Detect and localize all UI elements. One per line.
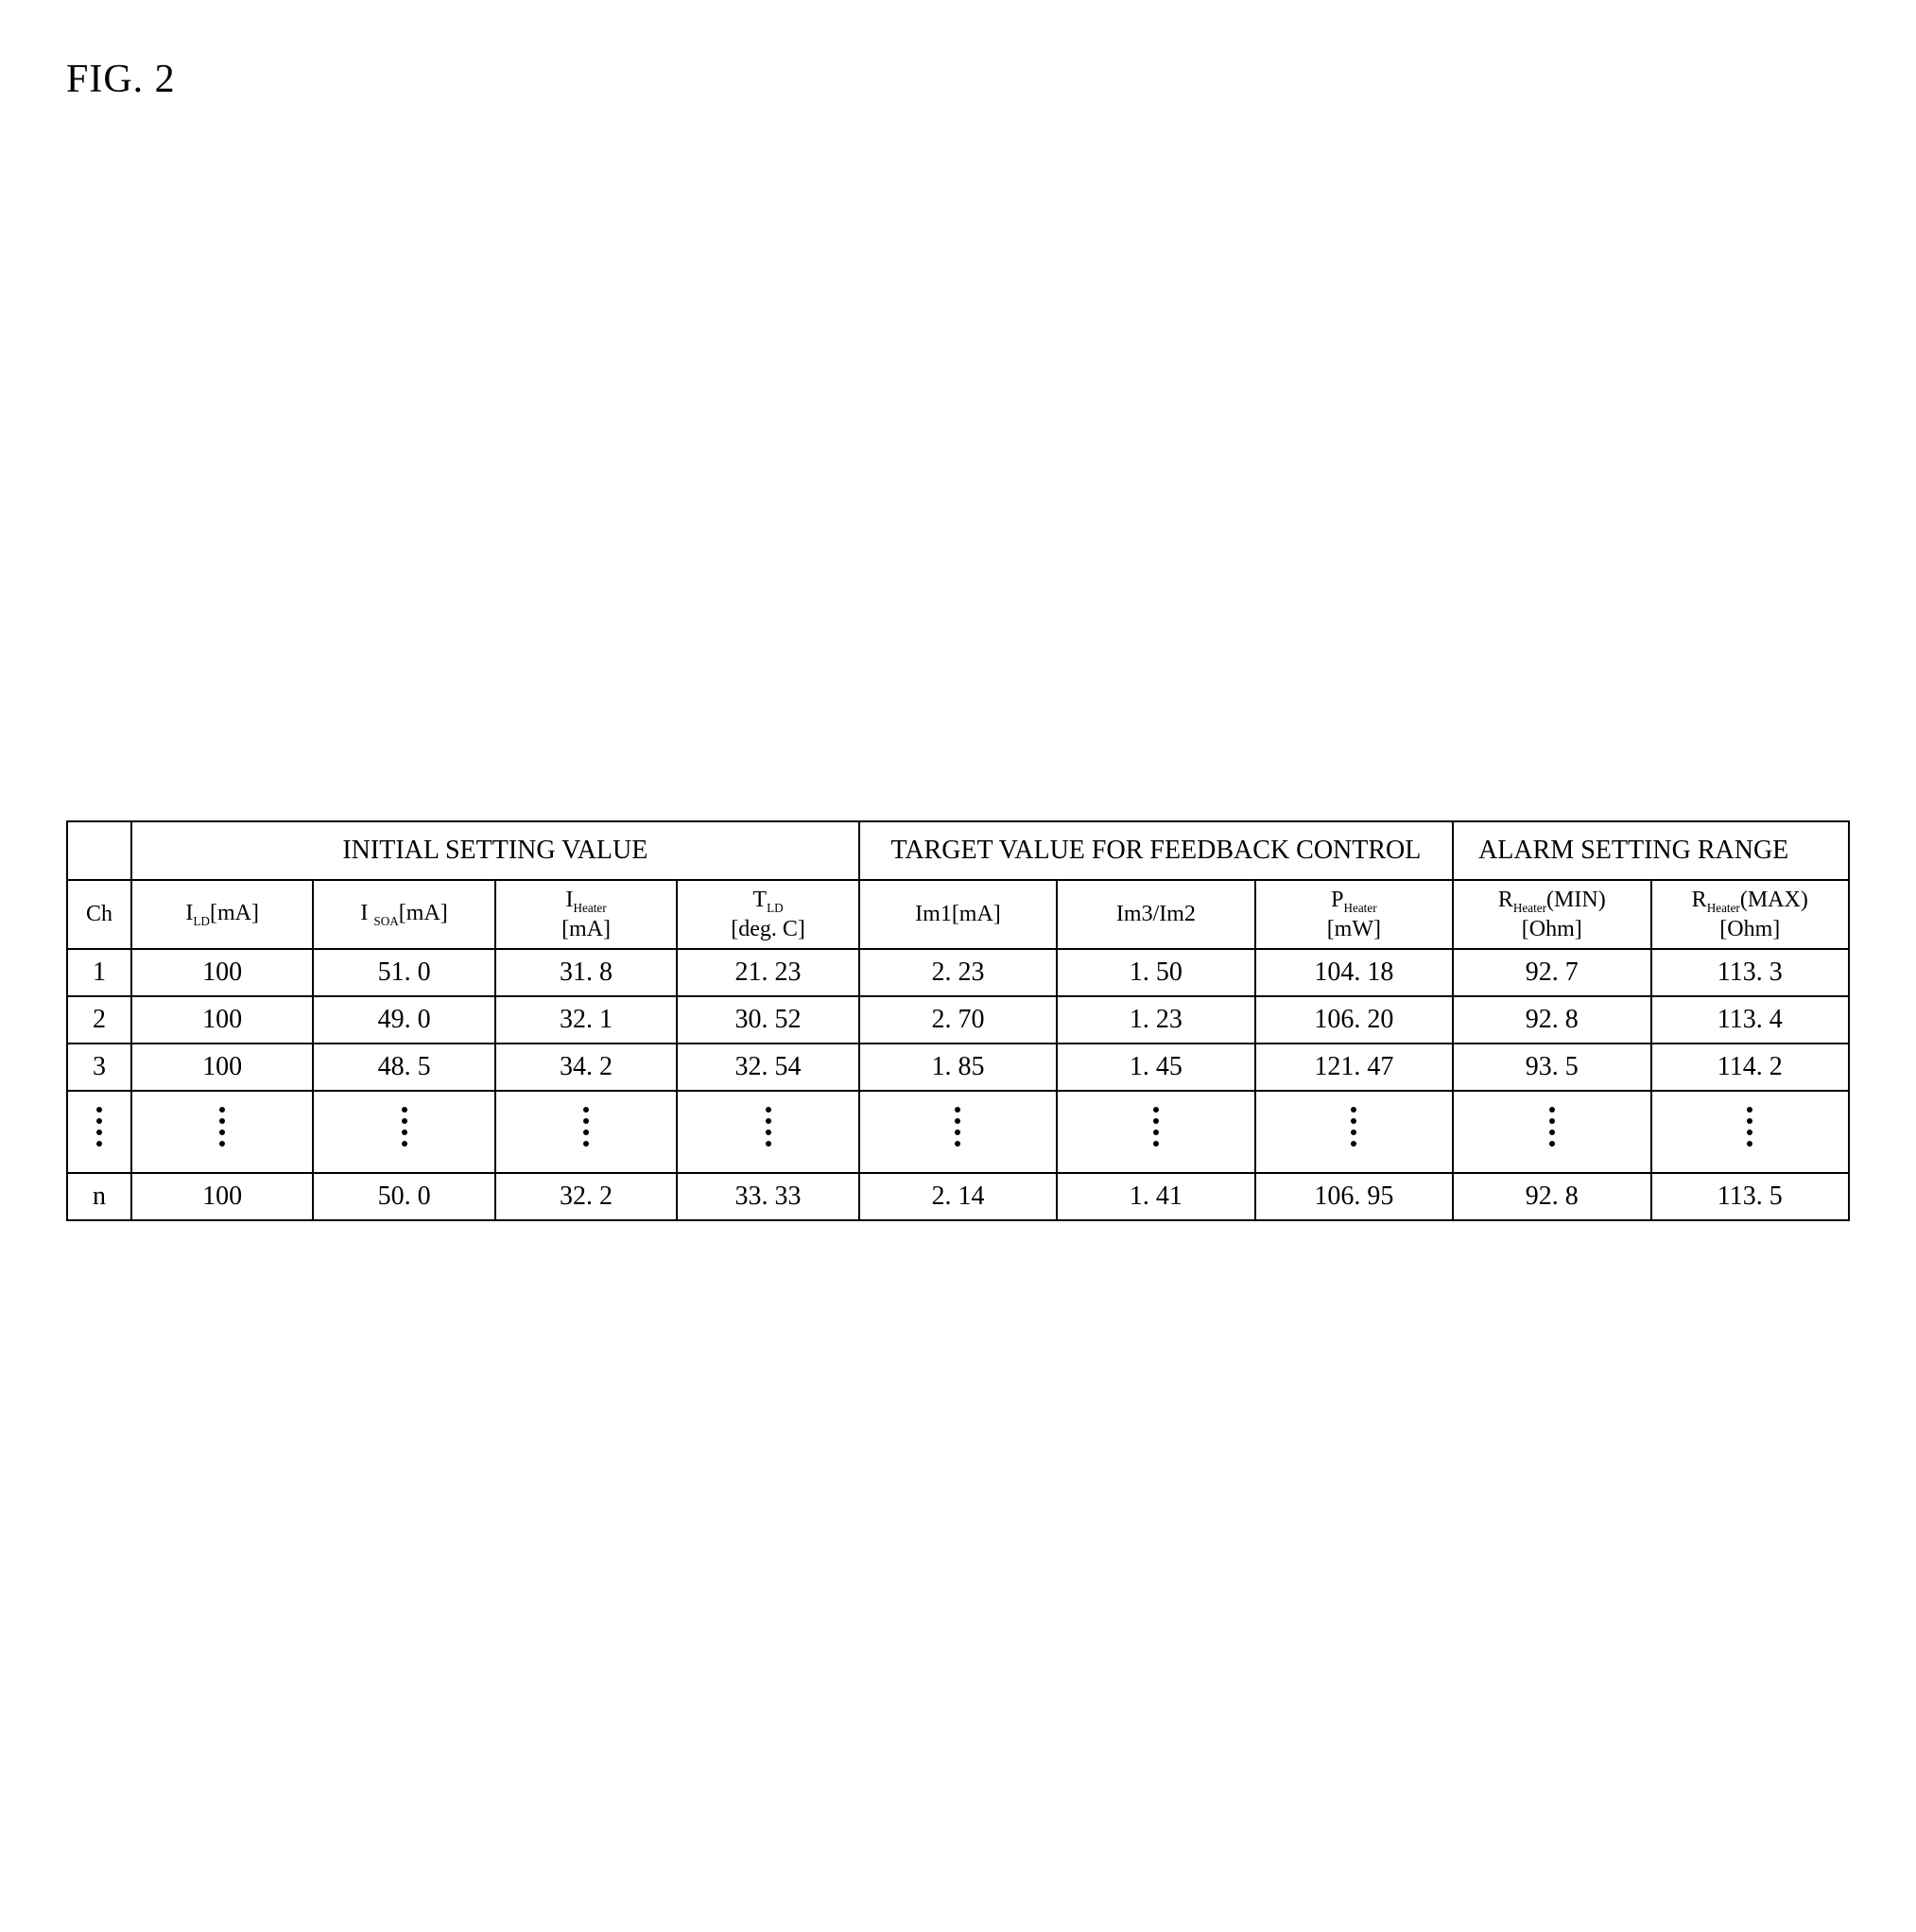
data-table: INITIAL SETTING VALUE TARGET VALUE FOR F… <box>66 820 1850 1221</box>
cell-tld: 32. 54 <box>677 1044 859 1091</box>
cell-isoa: 48. 5 <box>313 1044 494 1091</box>
col-im32: Im3/Im2 <box>1057 880 1254 949</box>
cell-iheater: 34. 2 <box>495 1044 677 1091</box>
cell-iheater: 32. 2 <box>495 1173 677 1220</box>
group-header-alarm: ALARM SETTING RANGE <box>1453 821 1849 880</box>
cell-rmax: 114. 2 <box>1651 1044 1850 1091</box>
cell-ild: 100 <box>131 996 313 1044</box>
cell-ch: 3 <box>67 1044 131 1091</box>
cell-isoa: 51. 0 <box>313 949 494 996</box>
cell-pheater: 106. 95 <box>1255 1173 1453 1220</box>
ellipsis-cell <box>495 1091 677 1173</box>
ellipsis-cell <box>1651 1091 1850 1173</box>
col-im1: Im1[mA] <box>859 880 1057 949</box>
cell-iheater: 32. 1 <box>495 996 677 1044</box>
cell-rmin: 92. 7 <box>1453 949 1650 996</box>
col-pheater: PHeater[mW] <box>1255 880 1453 949</box>
cell-im32: 1. 50 <box>1057 949 1254 996</box>
col-tld: TLD[deg. C] <box>677 880 859 949</box>
cell-isoa: 50. 0 <box>313 1173 494 1220</box>
cell-im32: 1. 45 <box>1057 1044 1254 1091</box>
col-ild: ILD[mA] <box>131 880 313 949</box>
cell-im1: 2. 23 <box>859 949 1057 996</box>
col-iheater: IHeater[mA] <box>495 880 677 949</box>
group-header-blank <box>67 821 131 880</box>
cell-pheater: 104. 18 <box>1255 949 1453 996</box>
ellipsis-cell <box>1453 1091 1650 1173</box>
figure-label: FIG. 2 <box>66 57 1850 102</box>
cell-im1: 2. 70 <box>859 996 1057 1044</box>
table-body: 1 100 51. 0 31. 8 21. 23 2. 23 1. 50 104… <box>67 949 1849 1220</box>
cell-tld: 30. 52 <box>677 996 859 1044</box>
table-row: 1 100 51. 0 31. 8 21. 23 2. 23 1. 50 104… <box>67 949 1849 996</box>
ellipsis-row <box>67 1091 1849 1173</box>
cell-isoa: 49. 0 <box>313 996 494 1044</box>
cell-pheater: 106. 20 <box>1255 996 1453 1044</box>
cell-ild: 100 <box>131 1044 313 1091</box>
cell-im1: 2. 14 <box>859 1173 1057 1220</box>
ellipsis-cell <box>67 1091 131 1173</box>
cell-ch: 1 <box>67 949 131 996</box>
group-header-initial: INITIAL SETTING VALUE <box>131 821 859 880</box>
cell-tld: 33. 33 <box>677 1173 859 1220</box>
cell-ch: 2 <box>67 996 131 1044</box>
cell-rmax: 113. 4 <box>1651 996 1850 1044</box>
cell-tld: 21. 23 <box>677 949 859 996</box>
ellipsis-cell <box>859 1091 1057 1173</box>
cell-ild: 100 <box>131 949 313 996</box>
ellipsis-cell <box>1057 1091 1254 1173</box>
cell-im1: 1. 85 <box>859 1044 1057 1091</box>
table-row: n 100 50. 0 32. 2 33. 33 2. 14 1. 41 106… <box>67 1173 1849 1220</box>
cell-rmin: 92. 8 <box>1453 1173 1650 1220</box>
cell-rmin: 92. 8 <box>1453 996 1650 1044</box>
group-header-target: TARGET VALUE FOR FEEDBACK CONTROL <box>859 821 1453 880</box>
cell-ild: 100 <box>131 1173 313 1220</box>
col-rmin: RHeater(MIN)[Ohm] <box>1453 880 1650 949</box>
cell-pheater: 121. 47 <box>1255 1044 1453 1091</box>
table-row: 3 100 48. 5 34. 2 32. 54 1. 85 1. 45 121… <box>67 1044 1849 1091</box>
col-rmax: RHeater(MAX)[Ohm] <box>1651 880 1850 949</box>
col-ch: Ch <box>67 880 131 949</box>
ellipsis-cell <box>131 1091 313 1173</box>
group-header-row: INITIAL SETTING VALUE TARGET VALUE FOR F… <box>67 821 1849 880</box>
table-row: 2 100 49. 0 32. 1 30. 52 2. 70 1. 23 106… <box>67 996 1849 1044</box>
cell-rmax: 113. 5 <box>1651 1173 1850 1220</box>
ellipsis-cell <box>677 1091 859 1173</box>
ellipsis-cell <box>1255 1091 1453 1173</box>
cell-im32: 1. 41 <box>1057 1173 1254 1220</box>
ellipsis-cell <box>313 1091 494 1173</box>
cell-ch: n <box>67 1173 131 1220</box>
col-isoa: I SOA[mA] <box>313 880 494 949</box>
cell-im32: 1. 23 <box>1057 996 1254 1044</box>
sub-header-row: Ch ILD[mA] I SOA[mA] IHeater[mA] TLD[deg… <box>67 880 1849 949</box>
cell-iheater: 31. 8 <box>495 949 677 996</box>
cell-rmin: 93. 5 <box>1453 1044 1650 1091</box>
cell-rmax: 113. 3 <box>1651 949 1850 996</box>
